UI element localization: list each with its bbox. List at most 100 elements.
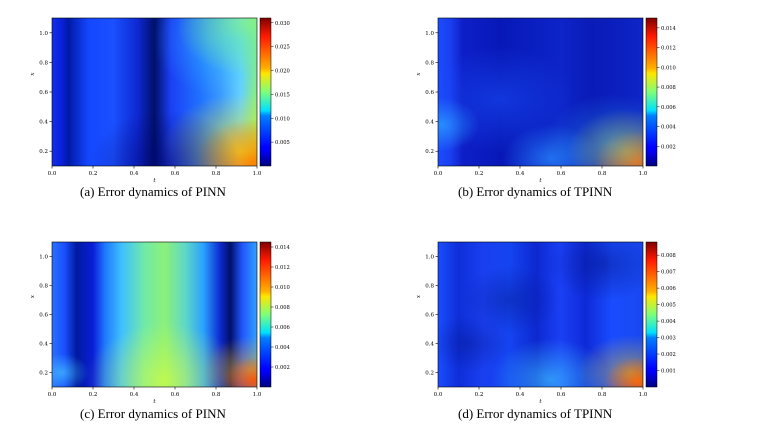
colorbar-tick-label: 0.005 xyxy=(275,140,290,146)
colorbar-tick-label: 0.006 xyxy=(661,105,676,111)
x-tick-label: 0.4 xyxy=(130,171,139,177)
y-tick-label: 0.6 xyxy=(39,313,48,319)
y-axis-label: x xyxy=(416,72,422,76)
x-tick-label: 0.4 xyxy=(516,392,525,398)
x-axis-label: t xyxy=(153,399,156,405)
y-tick-label: 0.6 xyxy=(425,313,434,319)
x-tick-label: 1.0 xyxy=(253,392,262,398)
x-axis-label: t xyxy=(539,399,542,405)
caption-b: (b) Error dynamics of TPINN xyxy=(458,184,613,199)
y-axis-label: x xyxy=(416,294,422,298)
colorbar-tick-label: 0.005 xyxy=(661,303,676,309)
x-tick-label: 0.8 xyxy=(598,171,607,177)
heatmap-field xyxy=(438,242,643,387)
y-tick-label: 0.6 xyxy=(425,90,434,96)
x-tick-label: 0.8 xyxy=(212,171,221,177)
x-tick-label: 0.8 xyxy=(598,392,607,398)
x-tick-label: 0.4 xyxy=(130,392,139,398)
colorbar-tick-label: 0.014 xyxy=(275,245,291,251)
x-axis-label: t xyxy=(539,178,542,184)
y-tick-label: 0.4 xyxy=(39,120,48,126)
heatmap-field xyxy=(438,18,643,166)
colorbar-tick-label: 0.007 xyxy=(661,270,676,276)
colorbar-tick-label: 0.002 xyxy=(661,352,676,358)
heatmap-chart-c: 0.0 0.2 0.4 0.6 0.8 1.0 t 0.2 0.4 0.6 0.8 1.0 x 0.002… xyxy=(30,241,291,405)
colorbar-tick-label: 0.030 xyxy=(275,21,290,27)
colorbar xyxy=(645,241,658,388)
colorbar-tick-label: 0.002 xyxy=(661,144,676,150)
colorbar-tick-label: 0.012 xyxy=(275,265,290,271)
x-tick-label: 0.6 xyxy=(171,392,180,398)
y-axis-label: x xyxy=(30,294,36,298)
heatmap-field xyxy=(52,242,257,387)
y-tick-label: 1.0 xyxy=(425,255,434,261)
colorbar-tick-label: 0.004 xyxy=(275,345,291,351)
y-tick-label: 0.6 xyxy=(39,90,48,96)
x-tick-label: 1.0 xyxy=(639,392,648,398)
y-tick-label: 0.2 xyxy=(425,371,434,377)
x-tick-label: 0.6 xyxy=(171,171,180,177)
y-tick-label: 0.2 xyxy=(39,371,48,377)
x-tick-label: 0.6 xyxy=(557,392,566,398)
caption-a: (a) Error dynamics of PINN xyxy=(80,184,226,199)
x-tick-label: 0.0 xyxy=(434,392,443,398)
y-tick-label: 1.0 xyxy=(39,255,48,261)
x-tick-label: 0.2 xyxy=(89,171,98,177)
colorbar xyxy=(645,17,658,167)
colorbar-tick-label: 0.012 xyxy=(661,46,676,52)
x-axis-label: t xyxy=(153,178,156,184)
x-tick-label: 0.0 xyxy=(48,392,57,398)
y-tick-label: 1.0 xyxy=(425,31,434,37)
x-tick-label: 1.0 xyxy=(253,171,262,177)
colorbar-tick-label: 0.008 xyxy=(661,253,676,259)
colorbar-tick-label: 0.020 xyxy=(275,69,290,75)
colorbar xyxy=(259,241,272,388)
y-tick-label: 1.0 xyxy=(39,31,48,37)
caption-d: (d) Error dynamics of TPINN xyxy=(458,406,613,421)
y-tick-label: 0.8 xyxy=(425,60,434,66)
y-tick-label: 0.4 xyxy=(39,342,48,348)
colorbar-tick-label: 0.002 xyxy=(275,365,290,371)
colorbar-tick-label: 0.014 xyxy=(661,26,677,32)
x-tick-label: 0.2 xyxy=(475,392,484,398)
y-tick-label: 0.8 xyxy=(39,284,48,290)
x-tick-label: 0.2 xyxy=(89,392,98,398)
y-tick-label: 0.2 xyxy=(39,149,48,155)
colorbar-tick-label: 0.003 xyxy=(661,336,676,342)
heatmap-panel-a: 0.0 0.2 0.4 0.6 0.8 1.0 t 0.2 0.4 0.6 0.8 1.0 x 0.005… xyxy=(0,0,382,218)
colorbar-tick-label: 0.006 xyxy=(275,325,290,331)
heatmap-panel-b: 0.0 0.2 0.4 0.6 0.8 1.0 t 0.2 0.4 0.6 0.8 1.0 x 0.002… xyxy=(382,0,764,218)
colorbar xyxy=(259,17,272,167)
caption-c: (c) Error dynamics of PINN xyxy=(80,406,226,421)
heatmap-chart-b: 0.0 0.2 0.4 0.6 0.8 1.0 t 0.2 0.4 0.6 0.8 1.0 x 0.002… xyxy=(416,17,677,184)
y-tick-label: 0.4 xyxy=(425,342,434,348)
y-tick-label: 0.2 xyxy=(425,149,434,155)
colorbar-tick-label: 0.006 xyxy=(661,286,676,292)
colorbar-tick-label: 0.004 xyxy=(661,319,677,325)
x-tick-label: 0.4 xyxy=(516,171,525,177)
colorbar-tick-label: 0.010 xyxy=(275,116,290,122)
x-tick-label: 0.8 xyxy=(212,392,221,398)
y-tick-label: 0.8 xyxy=(425,284,434,290)
x-tick-label: 0.0 xyxy=(434,171,443,177)
heatmap-field xyxy=(52,18,257,166)
heatmap-panel-d: 0.0 0.2 0.4 0.6 0.8 1.0 t 0.2 0.4 0.6 0.8 1.0 x 0.001… xyxy=(382,222,764,435)
heatmap-chart-d: 0.0 0.2 0.4 0.6 0.8 1.0 t 0.2 0.4 0.6 0.8 1.0 x 0.001… xyxy=(416,241,677,405)
colorbar-tick-label: 0.025 xyxy=(275,45,290,51)
x-tick-label: 0.6 xyxy=(557,171,566,177)
x-tick-label: 0.2 xyxy=(475,171,484,177)
colorbar-tick-label: 0.015 xyxy=(275,92,290,98)
y-tick-label: 0.8 xyxy=(39,60,48,66)
colorbar-tick-label: 0.008 xyxy=(275,305,290,311)
y-axis-label: x xyxy=(30,72,36,76)
colorbar-tick-label: 0.001 xyxy=(661,369,676,375)
x-tick-label: 0.0 xyxy=(48,171,57,177)
heatmap-panel-c: 0.0 0.2 0.4 0.6 0.8 1.0 t 0.2 0.4 0.6 0.8 1.0 x 0.002… xyxy=(0,222,382,435)
x-tick-label: 1.0 xyxy=(639,171,648,177)
colorbar-tick-label: 0.008 xyxy=(661,85,676,91)
y-tick-label: 0.4 xyxy=(425,120,434,126)
heatmap-chart-a: 0.0 0.2 0.4 0.6 0.8 1.0 t 0.2 0.4 0.6 0.8 1.0 x 0.005… xyxy=(30,17,290,184)
colorbar-tick-label: 0.010 xyxy=(661,65,676,71)
colorbar-tick-label: 0.004 xyxy=(661,125,677,131)
colorbar-tick-label: 0.010 xyxy=(275,285,290,291)
